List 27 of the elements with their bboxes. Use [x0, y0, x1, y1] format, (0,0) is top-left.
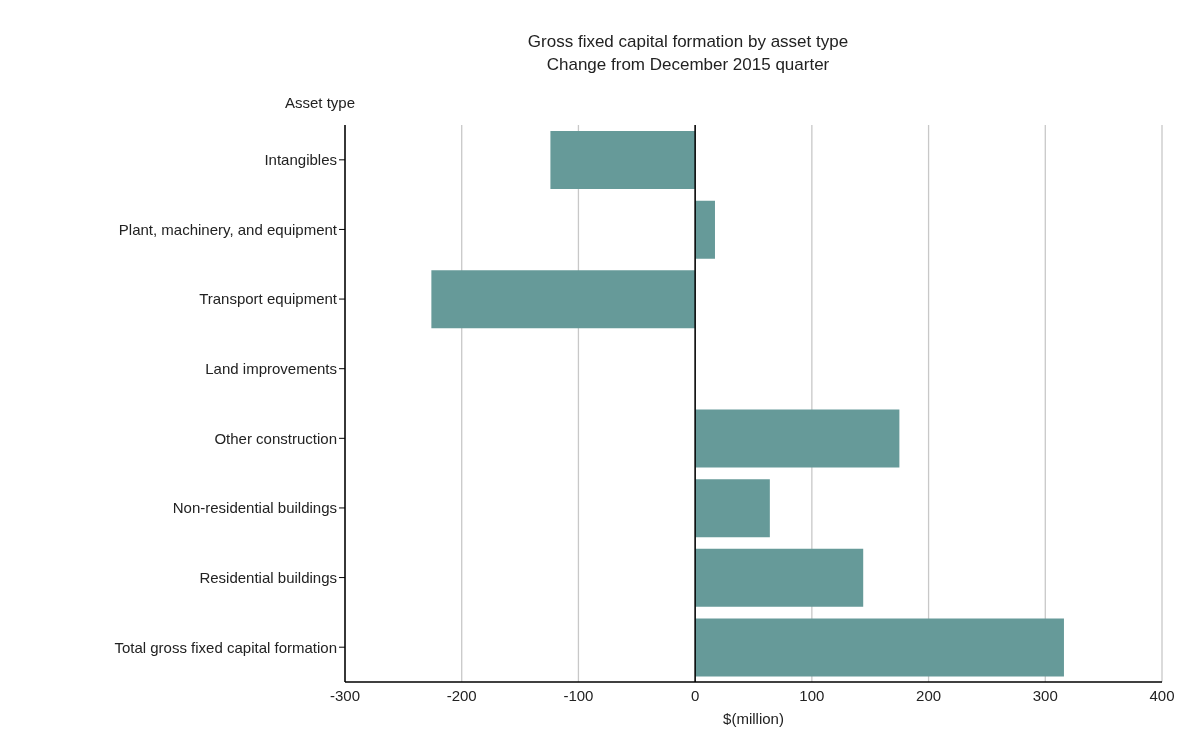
x-tick-label: 0	[690, 686, 700, 704]
bar	[695, 409, 900, 468]
x-tick-label: 100	[799, 686, 825, 704]
bar	[695, 548, 864, 607]
x-tick-label: 400	[1149, 686, 1175, 704]
y-tick-label: Intangibles	[264, 151, 337, 169]
bar	[695, 618, 1064, 677]
bar	[695, 200, 715, 259]
x-tick-label: -200	[446, 686, 477, 704]
y-tick-label: Non-residential buildings	[172, 499, 337, 517]
x-tick-label: -100	[563, 686, 594, 704]
y-tick-label: Plant, machinery, and equipment	[118, 220, 338, 238]
y-tick-label: Total gross fixed capital formation	[114, 638, 337, 656]
bar	[695, 479, 770, 538]
x-tick-label: -300	[329, 686, 361, 704]
y-tick-label: Transport equipment	[199, 290, 338, 308]
y-tick-label: Residential buildings	[199, 568, 337, 586]
x-tick-label: 300	[1032, 686, 1058, 704]
bar	[550, 131, 696, 189]
x-tick-label: 200	[916, 686, 942, 704]
y-axis-title: Asset type	[285, 94, 356, 111]
y-tick-label: Other construction	[214, 429, 337, 447]
chart-subtitle: Change from December 2015 quarter	[545, 54, 831, 76]
chart-title: Gross fixed capital formation by asset type	[526, 31, 850, 53]
y-tick-label: Land improvements	[205, 360, 337, 378]
bar	[431, 270, 696, 329]
x-axis-title: $(million)	[723, 710, 784, 727]
